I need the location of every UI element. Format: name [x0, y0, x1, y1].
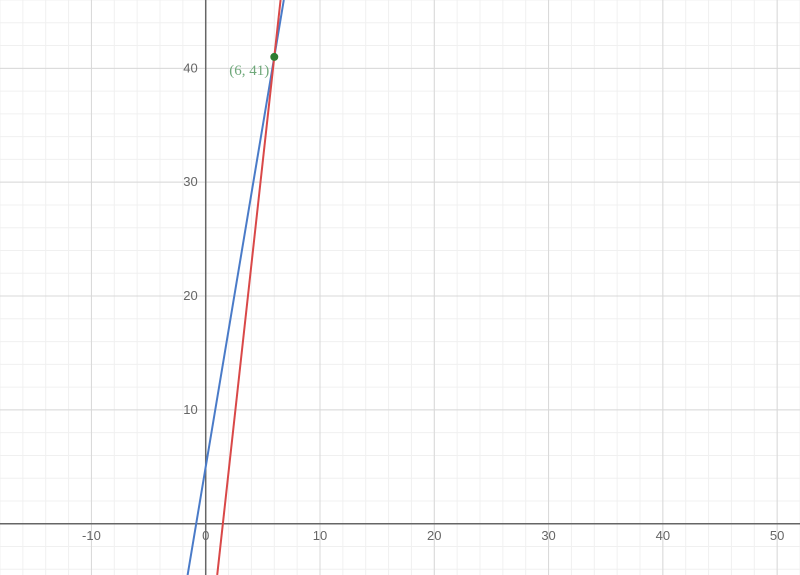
xy-line-chart: -10 0 10 20 30 40 50 10 20 30 40 (6, 41) — [0, 0, 800, 575]
x-tick-label: -10 — [82, 528, 101, 543]
y-tick-label: 10 — [183, 402, 197, 417]
x-tick-label: 0 — [202, 528, 209, 543]
x-tick-label: 40 — [656, 528, 670, 543]
point-marker — [270, 53, 278, 61]
y-tick-label: 30 — [183, 174, 197, 189]
y-tick-label: 40 — [183, 60, 197, 75]
x-tick-label: 30 — [541, 528, 555, 543]
x-tick-label: 50 — [770, 528, 784, 543]
chart-background — [0, 0, 800, 575]
x-tick-label: 10 — [313, 528, 327, 543]
x-tick-label: 20 — [427, 528, 441, 543]
y-tick-label: 20 — [183, 288, 197, 303]
point-label: (6, 41) — [229, 63, 269, 79]
chart-svg: -10 0 10 20 30 40 50 10 20 30 40 (6, 41) — [0, 0, 800, 575]
